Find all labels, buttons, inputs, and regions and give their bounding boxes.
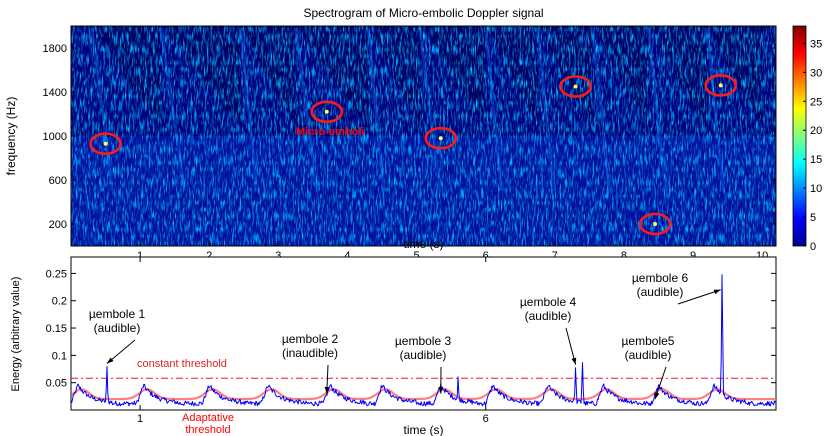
embolus-annotation-line: (inaudible) [282, 346, 338, 360]
y-tick-label: 0.1 [52, 350, 67, 362]
x-tick-label: 1 [137, 413, 143, 425]
spectrogram-image [71, 26, 776, 246]
embolus-annotation-line: µembole 1 [89, 307, 146, 321]
embolus-hotspot [103, 141, 108, 146]
embolus-annotation-arrowhead [571, 357, 577, 365]
y-tick-label: 200 [49, 219, 67, 231]
x-tick-label: 2 [206, 250, 212, 262]
colorbar-tick-label: 0 [810, 241, 816, 253]
embolus-annotation-arrowhead [324, 386, 330, 394]
adaptive-threshold-label-line: threshold [185, 424, 230, 436]
x-tick-label: 8 [621, 250, 627, 262]
embolus-marker [310, 100, 344, 124]
spectrogram-title: Spectrogram of Micro-embolic Doppler sig… [303, 6, 543, 20]
embolus-annotation-line: µembole 6 [632, 271, 689, 285]
emboli-annotations: µembole 1 (audible)µembole 2 (inaudible)µe… [89, 271, 721, 400]
colorbar: 0 5 10 15 20 25 30 35 [792, 25, 822, 253]
micro-emboli-label: Micro-emboli [296, 126, 364, 138]
embolus-annotation-line: (audible) [625, 348, 672, 362]
x-tick-label: 5 [414, 250, 420, 262]
x-tick-label: 6 [483, 250, 489, 262]
embolus-hotspot [573, 84, 578, 89]
y-tick-label: 1800 [43, 43, 67, 55]
spectrogram-xlabel: time (s) [404, 237, 444, 251]
y-tick-label: 0.2 [52, 296, 67, 308]
embolus-annotation-label: µembole 1 (audible) [89, 307, 146, 335]
embolus-annotation-line: µembole 3 [395, 334, 452, 348]
adaptive-threshold-label: Adaptative threshold [182, 412, 234, 436]
embolus-annotation-label: µembole 2 (inaudible) [282, 332, 339, 360]
embolus-annotation-arrowhead [654, 392, 660, 400]
embolus-annotation-label: µembole5 (audible) [622, 334, 675, 362]
embolus-marker [89, 132, 122, 155]
y-tick-label: 600 [49, 175, 67, 187]
embolus-annotation-arrowhead [438, 387, 444, 394]
x-tick-label: 3 [275, 250, 281, 262]
colorbar-tick-label: 20 [810, 125, 822, 137]
y-tick-label: 0.05 [46, 378, 67, 390]
colorbar-tick-label: 15 [810, 154, 822, 166]
embolus-hotspot [438, 136, 443, 141]
embolus-marker [559, 75, 592, 98]
embolus-hotspot [718, 83, 723, 88]
embolus-annotation-line: (audible) [94, 321, 141, 335]
embolus-annotation-line: (audible) [400, 348, 447, 362]
spectrogram-x-ticks: 1 2 3 4 5 6 7 8 9 10 [137, 26, 768, 262]
y-tick-label: 0.25 [46, 268, 67, 280]
energy-y-ticks: 0.05 0.1 0.15 0.2 0.25 [46, 268, 776, 390]
x-tick-label: 4 [344, 250, 350, 262]
energy-axes-box [70, 256, 777, 411]
energy-ylabel: Energy (arbitrary value) [10, 277, 22, 392]
embolus-hotspot [653, 222, 658, 226]
x-tick-label: 1 [137, 250, 143, 262]
colorbar-tick-label: 5 [810, 212, 816, 224]
colorbar-tick-label: 25 [810, 96, 822, 108]
colorbar-tick-label: 30 [810, 67, 822, 79]
embolus-annotation-line: µembole 2 [282, 332, 339, 346]
y-tick-label: 1000 [43, 131, 67, 143]
colorbar-ticks: 0 5 10 15 20 25 30 35 [803, 38, 822, 253]
emboli-markers [89, 74, 738, 236]
embolus-marker [704, 74, 738, 97]
x-tick-label: 7 [552, 250, 558, 262]
energy-curve [71, 274, 776, 407]
energy-xlabel: time (s) [404, 423, 444, 436]
embolus-annotation-arrowhead [106, 357, 114, 364]
constant-threshold-label: constant threshold [137, 358, 227, 370]
embolus-annotation-label: µembole 6 (audible) [632, 271, 689, 299]
adaptive-threshold-label-line: Adaptative [182, 412, 234, 424]
x-tick-label: 6 [483, 413, 489, 425]
embolus-marker [638, 212, 672, 236]
embolus-annotation-line: µembole5 [622, 334, 675, 348]
spectrogram-speckle-bright [71, 26, 776, 246]
embolus-annotation-line: (audible) [637, 285, 684, 299]
embolus-annotation-label: µembole 3 (audible) [395, 334, 452, 362]
embolus-hotspot [324, 109, 329, 114]
colorbar-tick-label: 35 [810, 38, 822, 50]
embolus-annotation-line: (audible) [525, 309, 572, 323]
embolus-annotation-arrowhead [713, 289, 721, 295]
spectrogram-y-ticks: 200 600 1000 1400 1800 [43, 43, 776, 231]
embolus-annotation-label: µembole 4 (audible) [520, 295, 577, 323]
y-tick-label: 0.15 [46, 323, 67, 335]
x-tick-label: 9 [690, 250, 696, 262]
embolus-annotation-line: µembole 4 [520, 295, 577, 309]
embolus-annotation-arrow [677, 289, 721, 305]
spectrogram-ylabel: frequency (Hz) [4, 97, 18, 176]
y-tick-label: 1400 [43, 87, 67, 99]
colorbar-tick-label: 10 [810, 183, 822, 195]
embolus-marker [424, 126, 458, 150]
